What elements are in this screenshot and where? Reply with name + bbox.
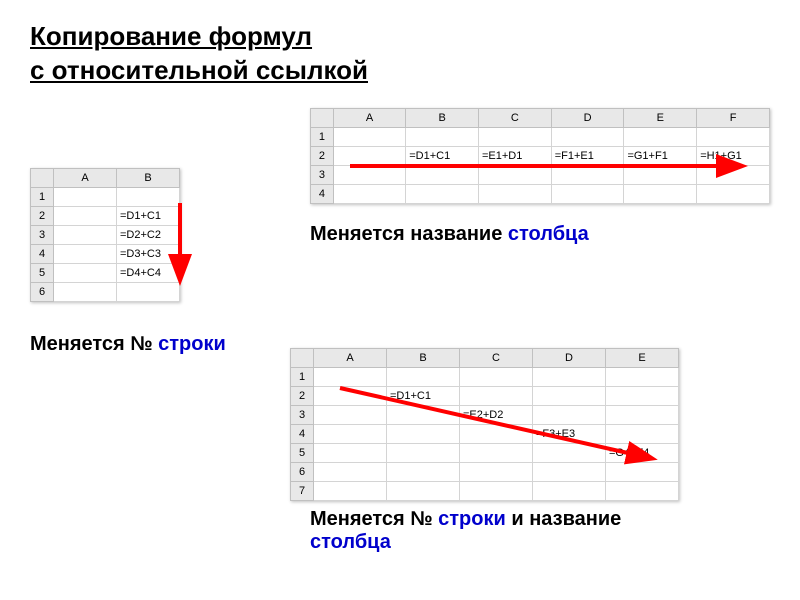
arrow-diagonal-icon [340,388,650,458]
caption-both-change: Меняется № строки и название столбца [310,508,670,554]
caption-text: Меняется название [310,223,508,245]
caption-col-change: Меняется название столбца [310,223,589,246]
caption-emph: строки [438,508,506,530]
title-line-2: с относительной ссылкой [30,55,368,85]
caption-emph: столбца [310,531,391,553]
caption-text: Меняется № [310,508,438,530]
caption-emph: столбца [508,223,589,245]
caption-text: и название [506,508,621,530]
diagram-container: A B 1 2=D1+C1 3=D2+C2 4=D3+C3 5=D4+C4 6 … [30,108,770,588]
title-line-1: Копирование формул [30,21,312,51]
caption-text: Меняется № [30,333,158,355]
caption-row-change: Меняется № строки [30,333,230,356]
caption-emph: строки [158,333,226,355]
page-title: Копирование формул с относительной ссылк… [30,20,770,88]
